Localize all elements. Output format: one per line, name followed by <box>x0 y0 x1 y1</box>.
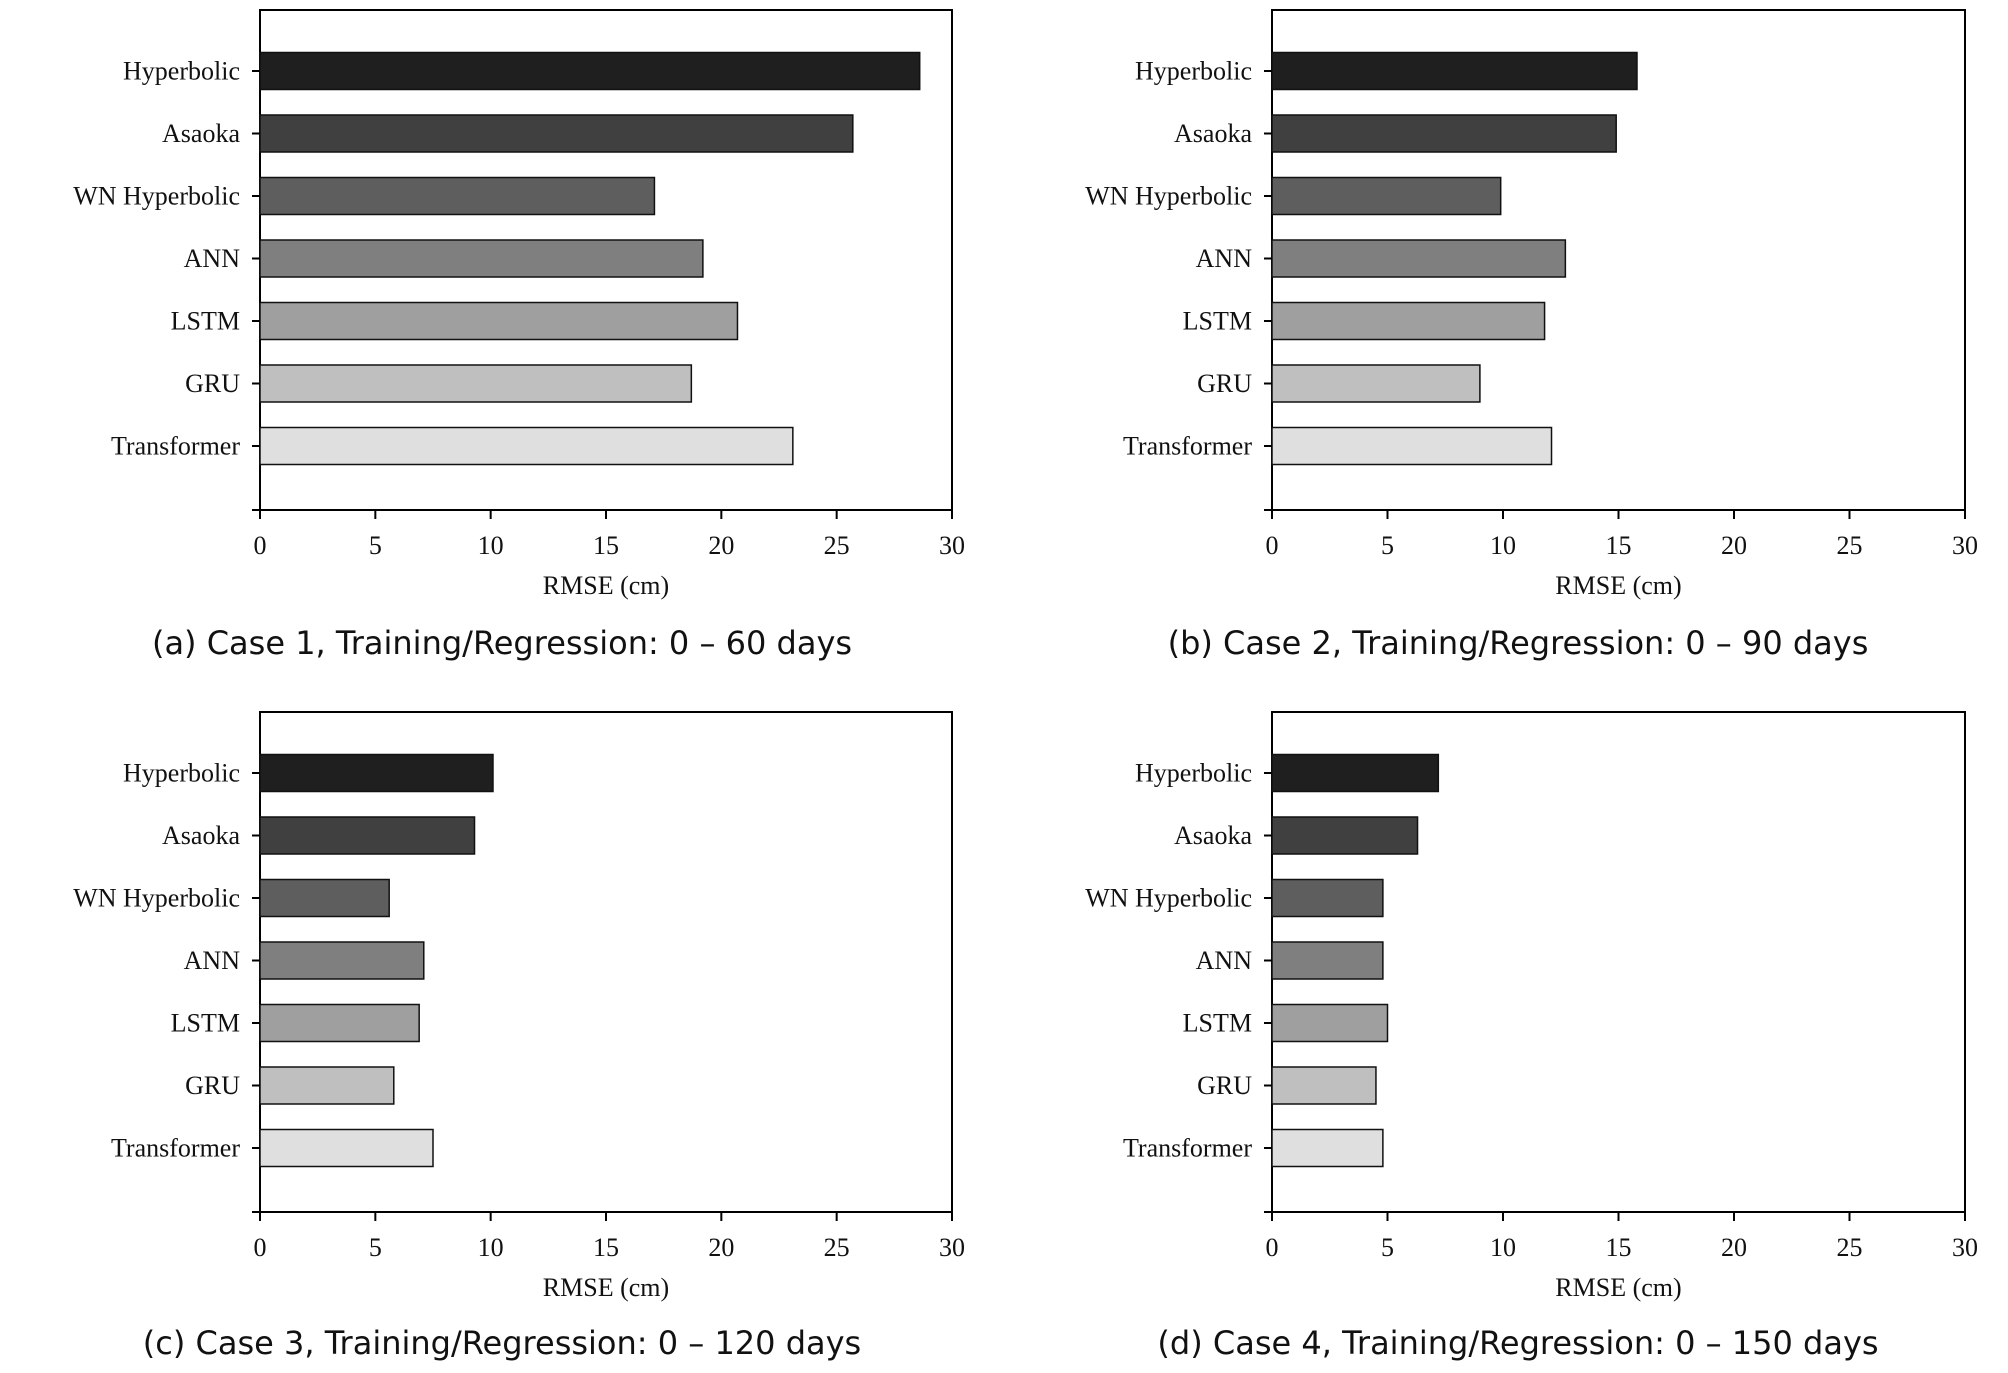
x-tick-label: 5 <box>369 1233 382 1262</box>
bar-gru <box>259 1066 395 1105</box>
y-tick-label: Transformer <box>1123 432 1252 461</box>
y-tick-label: Transformer <box>1123 1134 1252 1163</box>
x-tick-label: 30 <box>1952 531 1978 560</box>
bar-lstm <box>259 1003 420 1043</box>
y-tick-label: Transformer <box>111 1134 240 1163</box>
chart-panel-1: Hyperbolic Asaoka WN Hyperbolic ANN LSTM GRU T… <box>73 9 965 662</box>
x-axis-label: RMSE (cm) <box>1555 1273 1681 1302</box>
bar-asaoka <box>1271 816 1419 855</box>
y-tick-label: GRU <box>1197 1071 1252 1100</box>
y-tick-label: LSTM <box>1183 307 1252 336</box>
y-tick-label: WN Hyperbolic <box>73 182 240 211</box>
y-tick-label: Hyperbolic <box>1135 57 1252 86</box>
panel-caption: (b) Case 2, Training/Regression: 0 – 90 … <box>1168 624 1869 662</box>
y-tick-label: GRU <box>1197 369 1252 398</box>
bar-gru <box>1271 1066 1377 1105</box>
x-tick-label: 0 <box>254 1233 267 1262</box>
x-tick-label: 30 <box>939 531 965 560</box>
panel-caption: (a) Case 1, Training/Regression: 0 – 60 … <box>152 624 852 662</box>
y-tick-label: LSTM <box>171 1009 240 1038</box>
bar-transformer <box>259 426 794 466</box>
bar-asaoka <box>259 816 476 855</box>
x-axis-label: RMSE (cm) <box>543 1273 669 1302</box>
y-tick-label: Asaoka <box>162 119 240 148</box>
y-tick-label: LSTM <box>171 307 240 336</box>
bar-transformer <box>1271 426 1553 466</box>
bar-transformer <box>1271 1128 1384 1168</box>
bar-hyperbolic <box>1271 753 1440 793</box>
x-tick-label: 0 <box>1266 1233 1279 1262</box>
bar-gru <box>259 364 693 403</box>
x-tick-label: 5 <box>1381 1233 1394 1262</box>
bar-ann <box>1271 941 1384 980</box>
bar-wn-hyperbolic <box>259 878 390 918</box>
bar-asaoka <box>259 114 854 153</box>
y-tick-label: Asaoka <box>1174 119 1252 148</box>
x-tick-label: 30 <box>1952 1233 1978 1262</box>
y-tick-label: Transformer <box>111 432 240 461</box>
x-tick-label: 10 <box>478 531 504 560</box>
bar-hyperbolic <box>1271 51 1638 91</box>
x-axis-label: RMSE (cm) <box>1555 571 1681 600</box>
bar-gru <box>1271 364 1481 403</box>
y-tick-label: Hyperbolic <box>123 57 240 86</box>
x-tick-label: 20 <box>1721 1233 1747 1262</box>
x-tick-label: 10 <box>1490 531 1516 560</box>
y-tick-label: Asaoka <box>1174 821 1252 850</box>
x-tick-label: 15 <box>1606 1233 1632 1262</box>
y-tick-label: Hyperbolic <box>1135 759 1252 788</box>
bar-hyperbolic <box>259 753 494 793</box>
y-tick-label: LSTM <box>1183 1009 1252 1038</box>
x-tick-label: 20 <box>708 1233 734 1262</box>
y-tick-label: ANN <box>1196 244 1253 273</box>
bar-ann <box>1271 239 1567 278</box>
y-tick-label: WN Hyperbolic <box>73 884 240 913</box>
x-tick-label: 15 <box>593 531 619 560</box>
x-tick-label: 0 <box>1266 531 1279 560</box>
x-tick-label: 5 <box>369 531 382 560</box>
x-tick-label: 15 <box>1606 531 1632 560</box>
x-tick-label: 20 <box>1721 531 1747 560</box>
bar-lstm <box>1271 1003 1389 1043</box>
x-tick-label: 10 <box>478 1233 504 1262</box>
bar-wn-hyperbolic <box>1271 878 1384 918</box>
bar-ann <box>259 239 704 278</box>
x-tick-label: 10 <box>1490 1233 1516 1262</box>
y-tick-label: GRU <box>185 1071 240 1100</box>
x-tick-label: 25 <box>824 1233 850 1262</box>
x-tick-label: 15 <box>593 1233 619 1262</box>
x-tick-label: 5 <box>1381 531 1394 560</box>
y-tick-label: GRU <box>185 369 240 398</box>
bar-asaoka <box>1271 114 1617 153</box>
bar-transformer <box>259 1128 434 1168</box>
bar-wn-hyperbolic <box>1271 176 1502 216</box>
panel-caption: (c) Case 3, Training/Regression: 0 – 120… <box>143 1324 861 1362</box>
bar-ann <box>259 941 425 980</box>
chart-panel-3: Hyperbolic Asaoka WN Hyperbolic ANN LSTM GRU T… <box>73 711 965 1362</box>
y-tick-label: ANN <box>1196 946 1253 975</box>
y-tick-label: WN Hyperbolic <box>1085 182 1252 211</box>
chart-panel-2: Hyperbolic Asaoka WN Hyperbolic ANN LSTM GRU T… <box>1085 9 1978 662</box>
y-tick-label: WN Hyperbolic <box>1085 884 1252 913</box>
y-tick-label: Asaoka <box>162 821 240 850</box>
y-tick-label: ANN <box>184 244 241 273</box>
bar-wn-hyperbolic <box>259 176 656 216</box>
chart-panel-4: Hyperbolic Asaoka WN Hyperbolic ANN LSTM GRU T… <box>1085 711 1978 1362</box>
panel-caption: (d) Case 4, Training/Regression: 0 – 150… <box>1157 1324 1878 1362</box>
bar-lstm <box>1271 301 1546 341</box>
x-tick-label: 30 <box>939 1233 965 1262</box>
x-tick-label: 25 <box>1837 1233 1863 1262</box>
y-tick-label: Hyperbolic <box>123 759 240 788</box>
x-axis-label: RMSE (cm) <box>543 571 669 600</box>
y-tick-label: ANN <box>184 946 241 975</box>
bar-lstm <box>259 301 739 341</box>
bar-hyperbolic <box>259 51 921 91</box>
x-tick-label: 20 <box>708 531 734 560</box>
x-tick-label: 25 <box>824 531 850 560</box>
x-tick-label: 0 <box>254 531 267 560</box>
x-tick-label: 25 <box>1837 531 1863 560</box>
